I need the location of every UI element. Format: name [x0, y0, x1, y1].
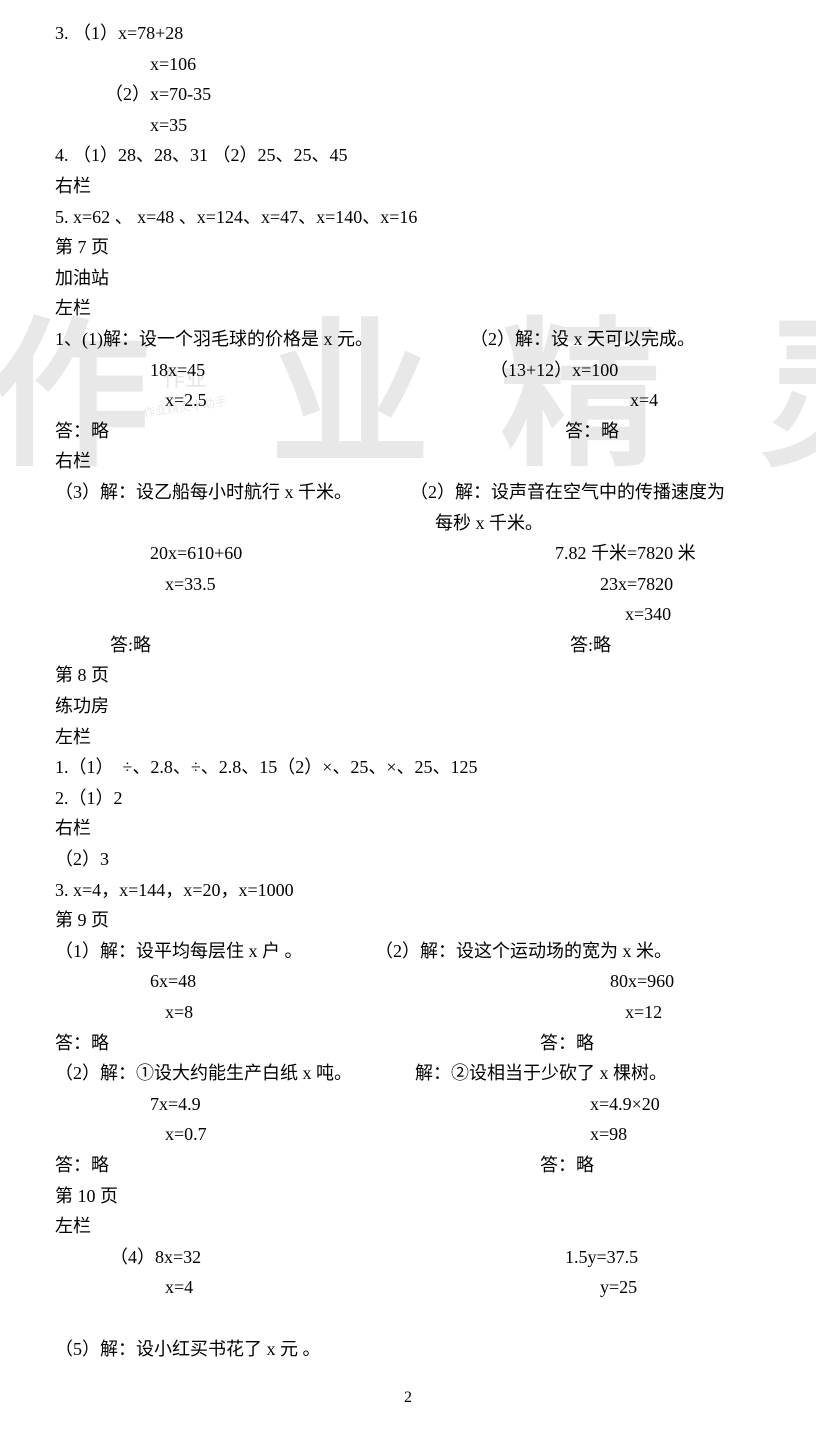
text-line: 3. （1）x=78+28 — [55, 18, 816, 49]
col-left: 答：略 — [55, 416, 435, 447]
two-col-row: 答：略 答：略 — [55, 416, 785, 447]
col-right: （2）解：设 x 天可以完成。 — [435, 324, 785, 355]
col-left: 答：略 — [55, 1028, 435, 1059]
col-left: （3）解：设乙船每小时航行 x 千米。 — [55, 477, 410, 508]
col-right: （2）解：设这个运动场的宽为 x 米。 — [375, 936, 785, 967]
col-left: 18x=45 — [55, 355, 435, 386]
col-right: 每秒 x 千米。 — [435, 508, 785, 539]
two-col-row: （4）8x=32 1.5y=37.5 — [55, 1242, 785, 1273]
col-right: x=98 — [435, 1119, 785, 1150]
two-col-row: x=8 x=12 — [55, 997, 785, 1028]
text-line: 右栏 — [55, 171, 816, 202]
text-line: 5. x=62 、 x=48 、x=124、x=47、x=140、x=16 — [55, 202, 816, 233]
col-left: （1）解：设平均每层住 x 户 。 — [55, 936, 375, 967]
text-line: 3. x=4，x=144，x=20，x=1000 — [55, 875, 816, 906]
two-col-row: 答:略 答:略 — [55, 630, 785, 661]
text-line: （2）3 — [55, 844, 816, 875]
col-right: （2）解：设声音在空气中的传播速度为 — [410, 477, 785, 508]
col-left: x=8 — [55, 997, 435, 1028]
col-right: 答：略 — [435, 1150, 785, 1181]
page-number: 2 — [0, 1384, 816, 1411]
two-col-row: x=340 — [55, 599, 785, 630]
two-col-row: 答：略 答：略 — [55, 1028, 785, 1059]
two-col-row: 1、(1)解：设一个羽毛球的价格是 x 元。 （2）解：设 x 天可以完成。 — [55, 324, 785, 355]
two-col-row: 答：略 答：略 — [55, 1150, 785, 1181]
text-line: 4. （1）28、28、31 （2）25、25、45 — [55, 140, 816, 171]
text-line: 第 7 页 — [55, 232, 816, 263]
text-line: （5）解：设小红买书花了 x 元 。 — [55, 1334, 816, 1365]
two-col-row: 20x=610+60 7.82 千米=7820 米 — [55, 538, 785, 569]
col-right: x=4.9×20 — [435, 1089, 785, 1120]
col-right: x=4 — [435, 385, 785, 416]
col-right: （13+12）x=100 — [435, 355, 785, 386]
text-line: 右栏 — [55, 446, 816, 477]
two-col-row: x=0.7 x=98 — [55, 1119, 785, 1150]
col-left: 7x=4.9 — [55, 1089, 435, 1120]
col-left — [55, 599, 435, 630]
col-left: 6x=48 — [55, 966, 435, 997]
col-left: x=0.7 — [55, 1119, 435, 1150]
col-left: （2）解：①设大约能生产白纸 x 吨。 — [55, 1058, 415, 1089]
two-col-row: 7x=4.9 x=4.9×20 — [55, 1089, 785, 1120]
text-line: 练功房 — [55, 691, 816, 722]
col-right: 答：略 — [435, 1028, 785, 1059]
col-left: x=33.5 — [55, 569, 435, 600]
text-line: 第 10 页 — [55, 1181, 816, 1212]
text-line: 第 8 页 — [55, 660, 816, 691]
text-line: 2.（1）2 — [55, 783, 816, 814]
text-line: 右栏 — [55, 813, 816, 844]
text-line: 1.（1） ÷、2.8、÷、2.8、15（2）×、25、×、25、125 — [55, 752, 816, 783]
two-col-row: （2）解：①设大约能生产白纸 x 吨。 解：②设相当于少砍了 x 棵树。 — [55, 1058, 785, 1089]
text-line: x=106 — [55, 49, 816, 80]
col-right: x=340 — [435, 599, 785, 630]
col-right: 80x=960 — [435, 966, 785, 997]
two-col-row: x=2.5 x=4 — [55, 385, 785, 416]
col-left: 答：略 — [55, 1150, 435, 1181]
two-col-row: 6x=48 80x=960 — [55, 966, 785, 997]
text-line: （2）x=70-35 — [55, 79, 816, 110]
col-right: 1.5y=37.5 — [435, 1242, 785, 1273]
col-right: 7.82 千米=7820 米 — [435, 538, 785, 569]
col-right: 23x=7820 — [435, 569, 785, 600]
col-right: 答：略 — [435, 416, 785, 447]
text-line: 第 9 页 — [55, 905, 816, 936]
text-line: 左栏 — [55, 722, 816, 753]
col-right: 答:略 — [435, 630, 785, 661]
col-left: 20x=610+60 — [55, 538, 435, 569]
col-left: 1、(1)解：设一个羽毛球的价格是 x 元。 — [55, 324, 435, 355]
two-col-row: 18x=45 （13+12）x=100 — [55, 355, 785, 386]
text-line: 左栏 — [55, 293, 816, 324]
col-left: 答:略 — [55, 630, 435, 661]
col-right: x=12 — [435, 997, 785, 1028]
two-col-row: x=4 y=25 — [55, 1272, 785, 1303]
text-line: 加油站 — [55, 263, 816, 294]
col-left: （4）8x=32 — [55, 1242, 435, 1273]
text-line: x=35 — [55, 110, 816, 141]
text-line: 左栏 — [55, 1211, 816, 1242]
two-col-row: x=33.5 23x=7820 — [55, 569, 785, 600]
two-col-row: （1）解：设平均每层住 x 户 。 （2）解：设这个运动场的宽为 x 米。 — [55, 936, 785, 967]
col-left: x=4 — [55, 1272, 435, 1303]
col-right: 解：②设相当于少砍了 x 棵树。 — [415, 1058, 785, 1089]
two-col-row: （3）解：设乙船每小时航行 x 千米。 （2）解：设声音在空气中的传播速度为 — [55, 477, 785, 508]
col-right: y=25 — [435, 1272, 785, 1303]
col-left — [55, 508, 435, 539]
col-left: x=2.5 — [55, 385, 435, 416]
two-col-row: 每秒 x 千米。 — [55, 508, 785, 539]
